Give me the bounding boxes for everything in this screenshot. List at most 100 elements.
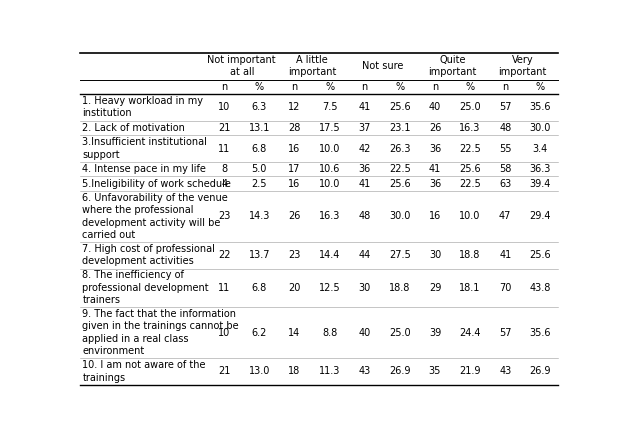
Text: 22.5: 22.5 xyxy=(389,164,410,174)
Text: Not sure: Not sure xyxy=(361,61,403,71)
Text: 2.5: 2.5 xyxy=(252,179,267,189)
Text: n: n xyxy=(221,82,227,92)
Text: 8: 8 xyxy=(221,164,227,174)
Text: 10.0: 10.0 xyxy=(460,211,481,221)
Text: n: n xyxy=(291,82,297,92)
Text: 7.5: 7.5 xyxy=(322,102,337,112)
Text: 4. Intense pace in my life: 4. Intense pace in my life xyxy=(83,164,206,174)
Text: 10.0: 10.0 xyxy=(319,143,340,154)
Text: 16.3: 16.3 xyxy=(319,211,340,221)
Text: 36.3: 36.3 xyxy=(530,164,551,174)
Text: 12: 12 xyxy=(288,102,301,112)
Text: 48: 48 xyxy=(358,211,371,221)
Text: 58: 58 xyxy=(499,164,512,174)
Text: 21.9: 21.9 xyxy=(460,366,481,376)
Text: 25.6: 25.6 xyxy=(389,179,410,189)
Text: 18.8: 18.8 xyxy=(389,283,410,293)
Text: n: n xyxy=(502,82,509,92)
Text: 4: 4 xyxy=(221,179,227,189)
Text: 41: 41 xyxy=(429,164,441,174)
Text: 39: 39 xyxy=(429,328,441,338)
Text: n: n xyxy=(361,82,368,92)
Text: 18.1: 18.1 xyxy=(460,283,481,293)
Text: 36: 36 xyxy=(429,179,441,189)
Text: 55: 55 xyxy=(499,143,512,154)
Text: 10. I am not aware of the
trainings: 10. I am not aware of the trainings xyxy=(83,360,206,383)
Text: 25.6: 25.6 xyxy=(389,102,410,112)
Text: 28: 28 xyxy=(288,123,301,133)
Text: 25.6: 25.6 xyxy=(530,250,551,260)
Text: %: % xyxy=(255,82,264,92)
Text: 6.3: 6.3 xyxy=(252,102,267,112)
Text: 6.8: 6.8 xyxy=(252,283,267,293)
Text: 25.0: 25.0 xyxy=(460,102,481,112)
Text: 12.5: 12.5 xyxy=(319,283,340,293)
Text: 16: 16 xyxy=(288,179,301,189)
Text: 3.Insufficient institutional
support: 3.Insufficient institutional support xyxy=(83,137,207,160)
Text: 70: 70 xyxy=(499,283,512,293)
Text: 26.3: 26.3 xyxy=(389,143,410,154)
Text: 16: 16 xyxy=(429,211,441,221)
Text: 10: 10 xyxy=(218,102,230,112)
Text: 43: 43 xyxy=(358,366,371,376)
Text: 24.4: 24.4 xyxy=(460,328,481,338)
Text: 27.5: 27.5 xyxy=(389,250,410,260)
Text: 22.5: 22.5 xyxy=(460,143,481,154)
Text: 30: 30 xyxy=(358,283,371,293)
Text: 30.0: 30.0 xyxy=(389,211,410,221)
Text: 10.0: 10.0 xyxy=(319,179,340,189)
Text: 13.1: 13.1 xyxy=(248,123,270,133)
Text: A little
important: A little important xyxy=(288,55,336,78)
Text: 23.1: 23.1 xyxy=(389,123,410,133)
Text: 57: 57 xyxy=(499,328,512,338)
Text: 40: 40 xyxy=(429,102,441,112)
Text: 11: 11 xyxy=(218,143,230,154)
Text: 3.4: 3.4 xyxy=(533,143,548,154)
Text: 36: 36 xyxy=(358,164,371,174)
Text: 22: 22 xyxy=(218,250,230,260)
Text: 10: 10 xyxy=(218,328,230,338)
Text: 29.4: 29.4 xyxy=(530,211,551,221)
Text: 23: 23 xyxy=(218,211,230,221)
Text: 42: 42 xyxy=(358,143,371,154)
Text: Very
important: Very important xyxy=(499,55,547,78)
Text: 13.7: 13.7 xyxy=(248,250,270,260)
Text: 44: 44 xyxy=(358,250,371,260)
Text: 23: 23 xyxy=(288,250,301,260)
Text: 26: 26 xyxy=(429,123,441,133)
Text: 37: 37 xyxy=(358,123,371,133)
Text: 39.4: 39.4 xyxy=(530,179,551,189)
Text: 41: 41 xyxy=(358,179,371,189)
Text: 11: 11 xyxy=(218,283,230,293)
Text: %: % xyxy=(325,82,334,92)
Text: 26.9: 26.9 xyxy=(530,366,551,376)
Text: 43: 43 xyxy=(499,366,511,376)
Text: 17: 17 xyxy=(288,164,301,174)
Text: 41: 41 xyxy=(499,250,511,260)
Text: %: % xyxy=(536,82,545,92)
Text: 40: 40 xyxy=(358,328,371,338)
Text: %: % xyxy=(466,82,474,92)
Text: 5.Ineligibility of work schedule: 5.Ineligibility of work schedule xyxy=(83,179,231,189)
Text: 9. The fact that the information
given in the trainings cannot be
applied in a r: 9. The fact that the information given i… xyxy=(83,309,239,356)
Text: 18.8: 18.8 xyxy=(460,250,481,260)
Text: 41: 41 xyxy=(358,102,371,112)
Text: 14: 14 xyxy=(288,328,301,338)
Text: 13.0: 13.0 xyxy=(248,366,270,376)
Text: 21: 21 xyxy=(218,366,230,376)
Text: 35.6: 35.6 xyxy=(530,328,551,338)
Text: Not important
at all: Not important at all xyxy=(207,55,276,78)
Text: %: % xyxy=(396,82,404,92)
Text: 6. Unfavorability of the venue
where the professional
development activity will : 6. Unfavorability of the venue where the… xyxy=(83,193,228,240)
Text: 1. Heavy workload in my
institution: 1. Heavy workload in my institution xyxy=(83,96,204,119)
Text: 16: 16 xyxy=(288,143,301,154)
Text: 25.0: 25.0 xyxy=(389,328,410,338)
Text: 11.3: 11.3 xyxy=(319,366,340,376)
Text: 35.6: 35.6 xyxy=(530,102,551,112)
Text: n: n xyxy=(432,82,438,92)
Text: 43.8: 43.8 xyxy=(530,283,551,293)
Text: 36: 36 xyxy=(429,143,441,154)
Text: 26.9: 26.9 xyxy=(389,366,410,376)
Text: 5.0: 5.0 xyxy=(252,164,267,174)
Text: 6.8: 6.8 xyxy=(252,143,267,154)
